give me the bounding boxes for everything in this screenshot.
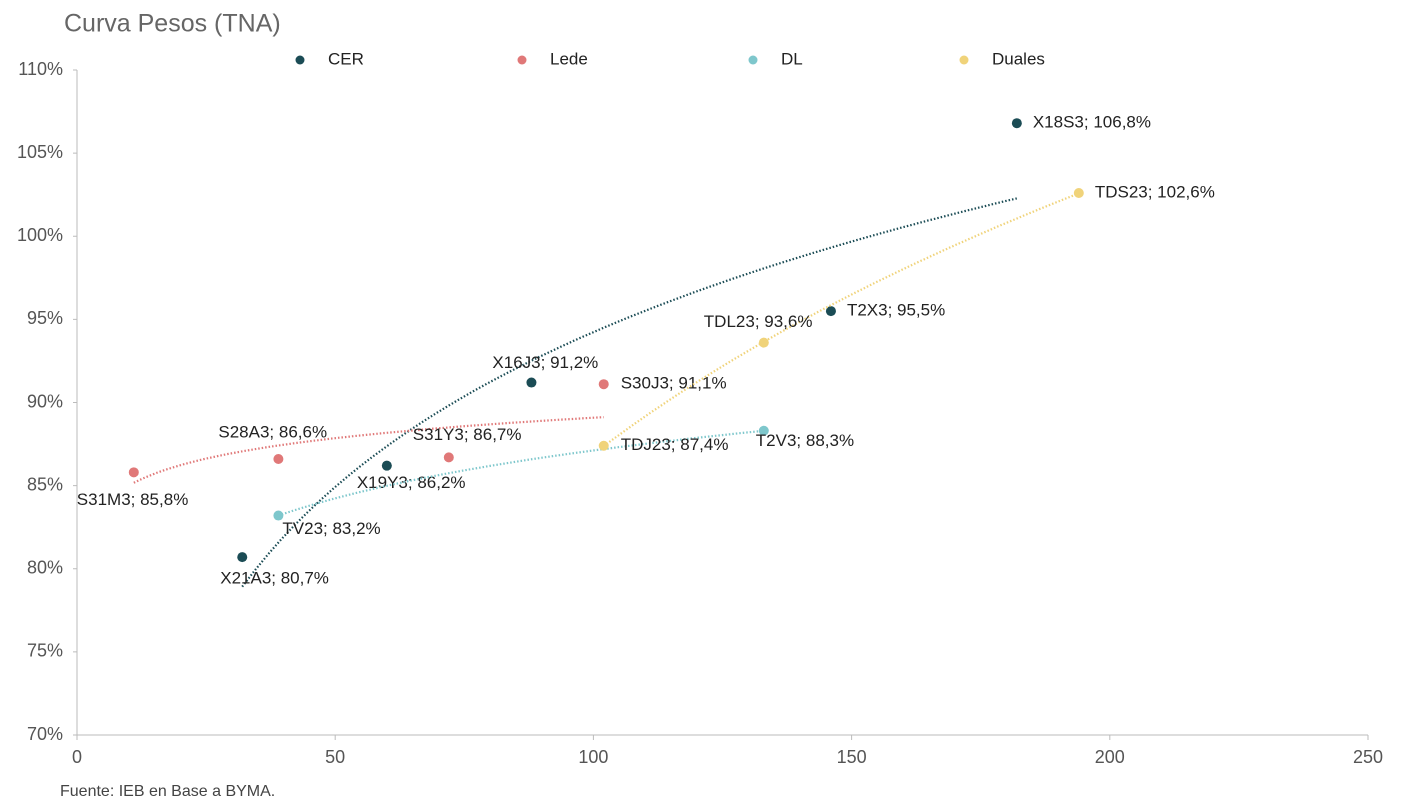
data-label: T2X3; 95,5%	[847, 301, 945, 320]
data-label: S28A3; 86,6%	[218, 423, 327, 442]
point	[273, 510, 284, 521]
trendline	[278, 429, 764, 517]
y-tick-label: 100%	[17, 225, 63, 245]
point	[381, 460, 392, 471]
y-tick-label: 90%	[27, 391, 63, 411]
trendline	[603, 192, 1080, 448]
data-label: S31Y3; 86,7%	[413, 425, 522, 444]
point	[758, 337, 769, 348]
data-label: TDJ23; 87,4%	[621, 435, 729, 454]
x-tick-label: 0	[72, 747, 82, 767]
point	[273, 454, 284, 465]
point	[1073, 188, 1084, 199]
legend-marker	[959, 55, 969, 65]
legend-label: Lede	[550, 49, 588, 68]
y-tick-label: 80%	[27, 558, 63, 578]
y-tick-label: 85%	[27, 474, 63, 494]
legend-marker	[295, 55, 305, 65]
point	[1011, 118, 1022, 129]
source: Fuente: IEB en Base a BYMA.	[60, 783, 275, 800]
point	[598, 379, 609, 390]
x-tick-label: 200	[1095, 747, 1125, 767]
y-tick-label: 70%	[27, 724, 63, 744]
chart-title: Curva Pesos (TNA)	[64, 10, 281, 38]
point	[526, 377, 537, 388]
data-label: TDL23; 93,6%	[704, 312, 813, 331]
legend-label: CER	[328, 49, 364, 68]
y-tick-label: 95%	[27, 308, 63, 328]
y-tick-label: 110%	[18, 59, 63, 79]
x-tick-label: 50	[325, 747, 345, 767]
point	[758, 425, 769, 436]
x-tick-label: 250	[1353, 747, 1383, 767]
data-label: S30J3; 91,1%	[621, 374, 727, 393]
data-label: T2V3; 88,3%	[756, 431, 854, 450]
data-label: TDS23; 102,6%	[1095, 183, 1215, 202]
y-tick-label: 75%	[27, 641, 63, 661]
legend-label: Duales	[992, 49, 1045, 68]
data-label: X18S3; 106,8%	[1033, 113, 1151, 132]
data-label: X21A3; 80,7%	[220, 569, 329, 588]
data-label: S31M3; 85,8%	[77, 490, 189, 509]
y-tick-label: 105%	[17, 142, 63, 162]
x-tick-label: 100	[578, 747, 608, 767]
data-label: X16J3; 91,2%	[492, 353, 598, 372]
legend-marker	[748, 55, 758, 65]
point	[598, 440, 609, 451]
point	[825, 306, 836, 317]
trendline	[241, 197, 1018, 588]
x-tick-label: 150	[837, 747, 867, 767]
point	[443, 452, 454, 463]
point	[128, 467, 139, 478]
legend-label: DL	[781, 49, 803, 68]
data-label: TV23; 83,2%	[282, 519, 380, 538]
point	[237, 552, 248, 563]
legend-marker	[517, 55, 527, 65]
